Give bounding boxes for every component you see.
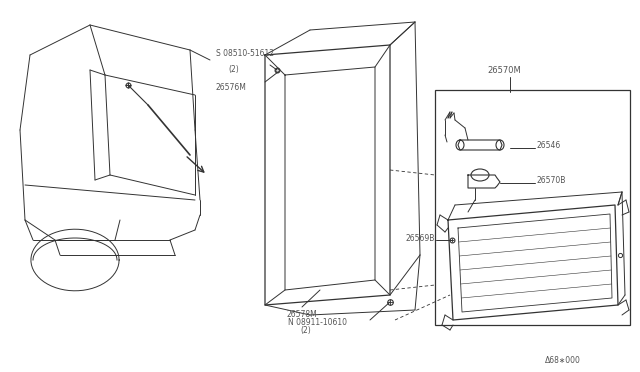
Text: N 08911-10610: N 08911-10610 [288, 318, 347, 327]
Text: 26570M: 26570M [487, 66, 521, 75]
Text: 26570B: 26570B [537, 176, 566, 185]
Text: 26569B: 26569B [406, 234, 435, 243]
Bar [435, 90, 630, 325]
Text: 26546: 26546 [537, 141, 561, 150]
Text: (2): (2) [300, 326, 311, 335]
Text: Δ68∗000: Δ68∗000 [545, 356, 581, 365]
Text: 26576M: 26576M [216, 83, 247, 92]
Text: 26578M: 26578M [287, 310, 317, 319]
Text: (2): (2) [228, 65, 239, 74]
Text: S 08510-51612: S 08510-51612 [216, 49, 274, 58]
